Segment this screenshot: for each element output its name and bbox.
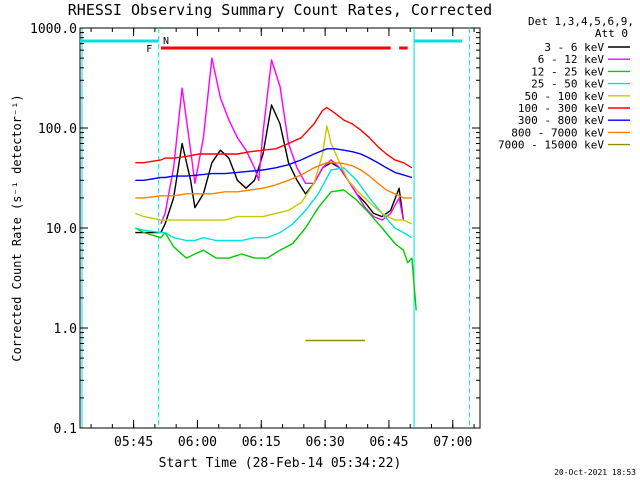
x-tick-label: 06:15 — [242, 435, 281, 450]
series-line — [135, 104, 405, 234]
legend-entry-label: 300 - 800 keV — [518, 114, 604, 127]
y-axis: 0.1 1.0 10.0 100.0 1000.0 — [30, 22, 480, 437]
x-axis: 05:45 06:00 06:15 06:30 06:45 07:00 — [90, 28, 475, 450]
y-tick-label: 1000.0 — [30, 22, 77, 37]
y-tick-label: 100.0 — [38, 122, 77, 137]
legend-entry-label: 800 - 7000 keV — [511, 126, 604, 139]
y-axis-label: Corrected Count Rate (s⁻¹ detector⁻¹) — [10, 94, 24, 361]
footer-timestamp: 20-Oct-2021 18:53 — [554, 468, 636, 477]
y-tick-label: 1.0 — [54, 322, 77, 337]
legend-header-line-1: Det 1,3,4,5,6,9, — [528, 15, 634, 28]
x-tick-label: 07:00 — [433, 435, 472, 450]
legend-entry-label: 100 - 300 keV — [518, 102, 604, 115]
plot-area: NF — [79, 27, 481, 429]
night-flag-label: N — [163, 36, 169, 47]
x-tick-label: 06:45 — [369, 435, 408, 450]
x-tick-label: 05:45 — [114, 435, 153, 450]
legend-entry-label: 3 - 6 keV — [544, 41, 604, 54]
chart-title: RHESSI Observing Summary Count Rates, Co… — [68, 1, 492, 19]
x-tick-label: 06:30 — [306, 435, 345, 450]
x-tick-label: 06:00 — [178, 435, 217, 450]
series-line — [160, 57, 405, 225]
y-tick-label: 10.0 — [46, 222, 77, 237]
legend-entry-label: 6 - 12 keV — [538, 53, 605, 66]
legend-entry-label: 50 - 100 keV — [525, 90, 605, 103]
series-line — [135, 125, 413, 225]
legend-header-line-2: Att 0 — [595, 27, 628, 40]
series-line — [134, 189, 417, 311]
y-tick-label: 0.1 — [54, 422, 77, 437]
series-line — [135, 161, 412, 199]
legend-entry-label: 25 - 50 keV — [531, 78, 604, 91]
legend-entry-label: 7000 - 15000 keV — [498, 139, 604, 152]
series-line — [135, 148, 413, 182]
legend-entry-label: 12 - 25 keV — [531, 65, 604, 78]
x-axis-label: Start Time (28-Feb-14 05:34:22) — [159, 456, 402, 471]
series-line — [135, 106, 413, 169]
flare-flag-label: F — [146, 44, 152, 55]
series-line — [135, 167, 413, 242]
